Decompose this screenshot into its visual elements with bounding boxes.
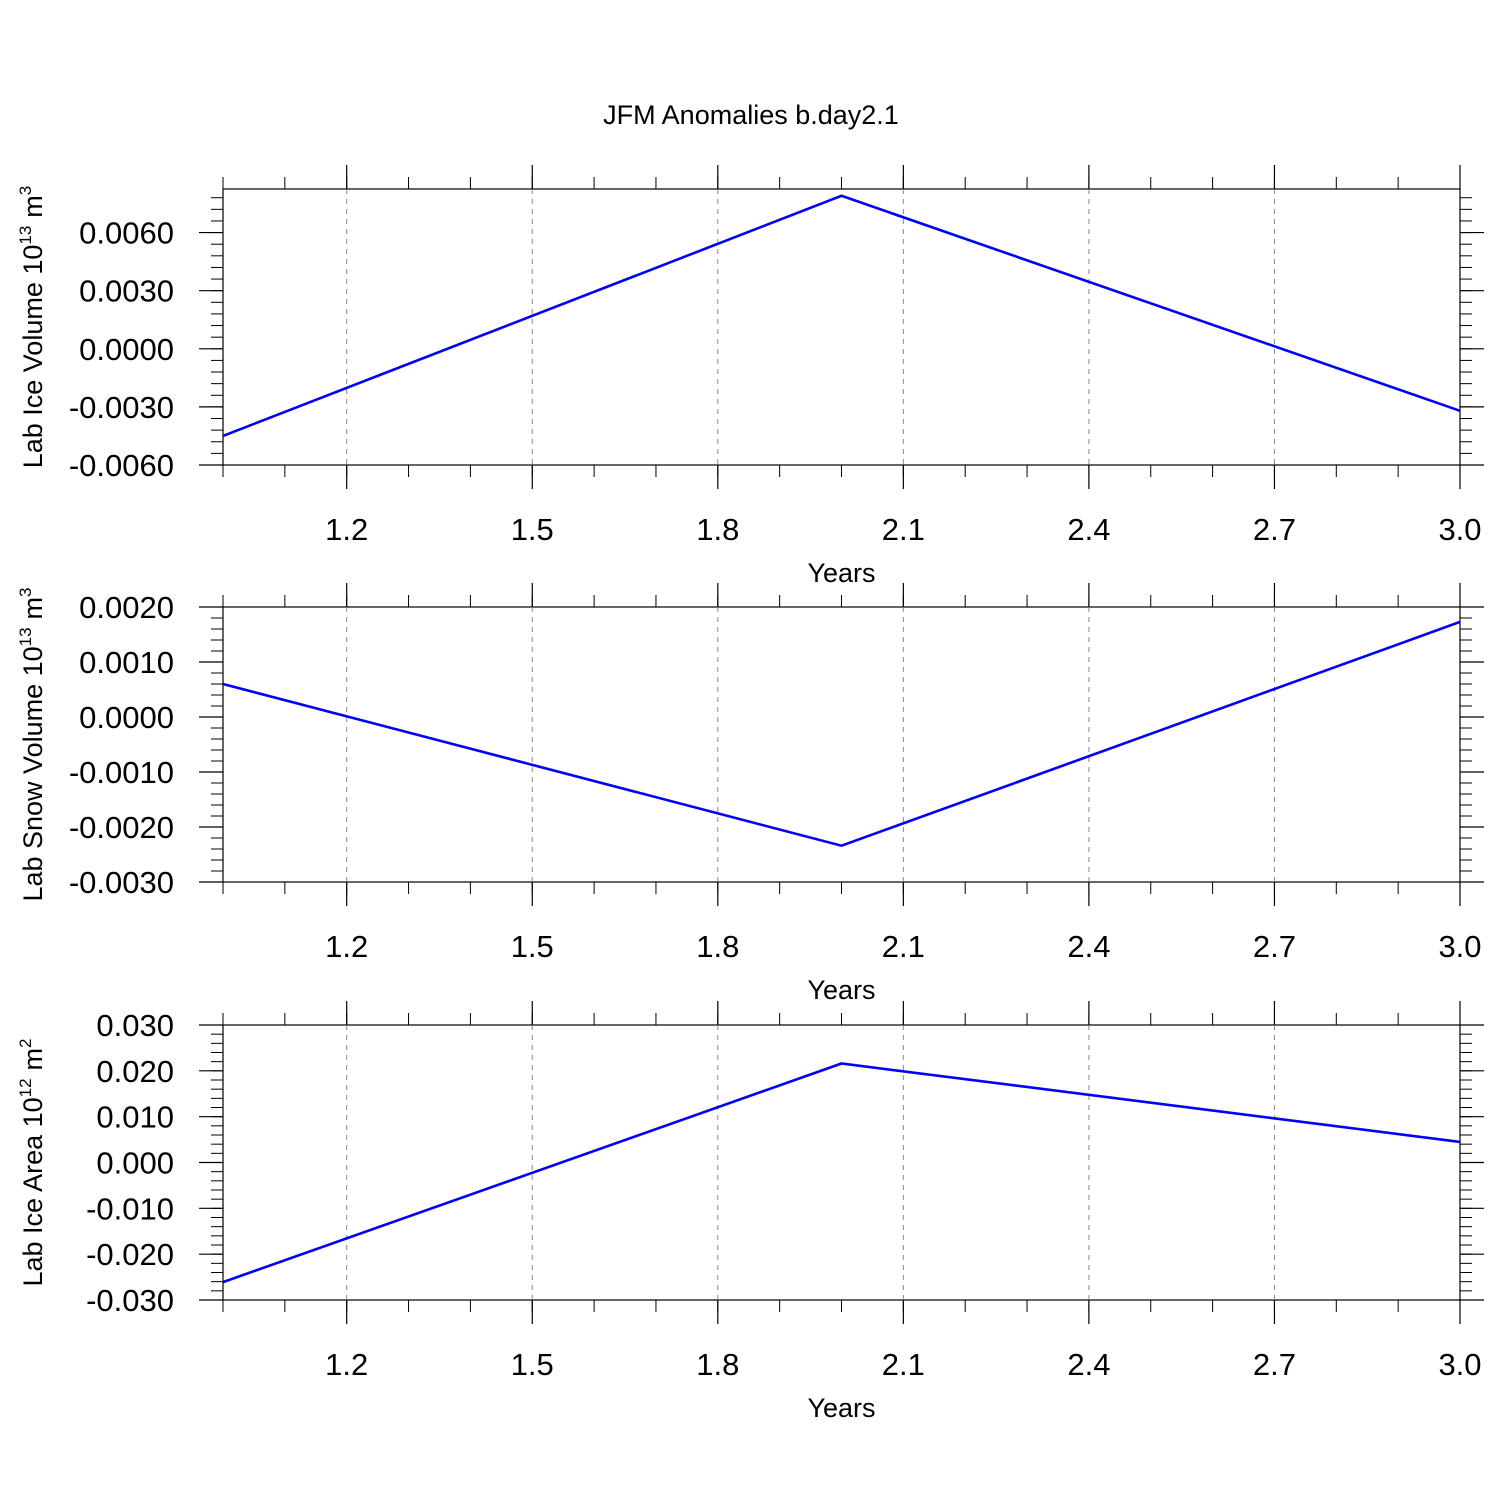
y-tick-label: 0.010 <box>96 1100 174 1135</box>
x-tick-label: 1.8 <box>696 929 739 964</box>
y-axis-label-unit: m <box>18 1048 48 1071</box>
y-axis-label-unit: m <box>18 597 48 620</box>
y-axis-label: Lab Ice Area 1012 m2 <box>16 1038 48 1286</box>
series-line-1 <box>222 1062 1461 1284</box>
x-tick-label: 1.8 <box>696 512 739 547</box>
y-axis-label: Lab Snow Volume 1013 m3 <box>16 587 48 901</box>
y-tick-label: 0.030 <box>96 1008 174 1043</box>
y-tick-label: 0.0020 <box>79 590 174 625</box>
y-tick-label: 0.0030 <box>79 274 174 309</box>
y-tick-label: -0.0020 <box>69 810 174 845</box>
series-line-1 <box>222 620 1461 848</box>
chart-panel-3: 1.2 1.5 1.8 2.1 2.4 2.7 3.0 0.030 0.020 0.010 0.00… <box>16 1001 1484 1423</box>
y-axis-label-exponent: 13 <box>16 226 35 245</box>
y-tick-label: 0.0000 <box>79 332 174 367</box>
x-tick-label: 1.8 <box>696 1347 739 1382</box>
y-axis-label: Lab Ice Volume 1013 m3 <box>16 186 48 469</box>
chart-panel-1: 1.2 1.5 1.8 2.1 2.4 2.7 3.0 0.0060 0.0030 0.0000 -… <box>16 165 1484 588</box>
x-tick-label: 3.0 <box>1438 929 1481 964</box>
x-tick-label: 1.2 <box>325 929 368 964</box>
y-tick-label: -0.0030 <box>69 865 174 900</box>
x-tick-label: 1.5 <box>511 929 554 964</box>
x-tick-label: 2.4 <box>1067 1347 1110 1382</box>
y-tick-label: 0.020 <box>96 1054 174 1089</box>
x-tick-label: 3.0 <box>1438 1347 1481 1382</box>
chart-panel-2: 1.2 1.5 1.8 2.1 2.4 2.7 3.0 0.0020 0.0010 0.0000 -… <box>16 583 1484 1005</box>
x-tick-label: 2.7 <box>1253 512 1296 547</box>
y-axis-label-unit: m <box>18 195 48 218</box>
y-tick-label: -0.030 <box>86 1283 174 1318</box>
y-axis-label-text: Lab Snow Volume 10 <box>18 646 48 901</box>
y-axis-label-unit-exponent: 3 <box>16 587 35 596</box>
x-tick-label: 2.1 <box>882 1347 925 1382</box>
x-tick-label: 1.2 <box>325 512 368 547</box>
y-tick-label: 0.0010 <box>79 645 174 680</box>
y-axis-label-exponent: 12 <box>16 1078 35 1097</box>
y-axis-label-text: Lab Ice Volume 10 <box>18 245 48 469</box>
x-axis-label: Years <box>807 1393 875 1423</box>
x-tick-label: 2.4 <box>1067 512 1110 547</box>
x-tick-label: 2.7 <box>1253 929 1296 964</box>
x-axis-label: Years <box>807 558 875 588</box>
x-tick-label: 1.5 <box>511 512 554 547</box>
y-tick-label: -0.010 <box>86 1191 174 1226</box>
x-tick-label: 2.1 <box>882 929 925 964</box>
x-tick-label: 1.5 <box>511 1347 554 1382</box>
x-axis-label: Years <box>807 975 875 1005</box>
x-tick-label: 3.0 <box>1438 512 1481 547</box>
y-tick-label: -0.0030 <box>69 390 174 425</box>
series-line-1 <box>222 194 1461 438</box>
y-axis-label-text: Lab Ice Area 10 <box>18 1097 48 1286</box>
x-tick-label: 2.7 <box>1253 1347 1296 1382</box>
y-tick-label: 0.0000 <box>79 700 174 735</box>
y-axis-label-exponent: 13 <box>16 627 35 646</box>
x-tick-label: 1.2 <box>325 1347 368 1382</box>
x-tick-label: 2.1 <box>882 512 925 547</box>
y-tick-label: 0.0060 <box>79 216 174 251</box>
y-tick-label: 0.000 <box>96 1146 174 1181</box>
y-axis-label-unit-exponent: 2 <box>16 1038 35 1047</box>
y-tick-label: -0.0010 <box>69 755 174 790</box>
y-tick-label: -0.020 <box>86 1237 174 1272</box>
y-axis-label-unit-exponent: 3 <box>16 186 35 195</box>
x-tick-label: 2.4 <box>1067 929 1110 964</box>
y-tick-label: -0.0060 <box>69 448 174 483</box>
figure-title: JFM Anomalies b.day2.1 <box>603 100 899 130</box>
